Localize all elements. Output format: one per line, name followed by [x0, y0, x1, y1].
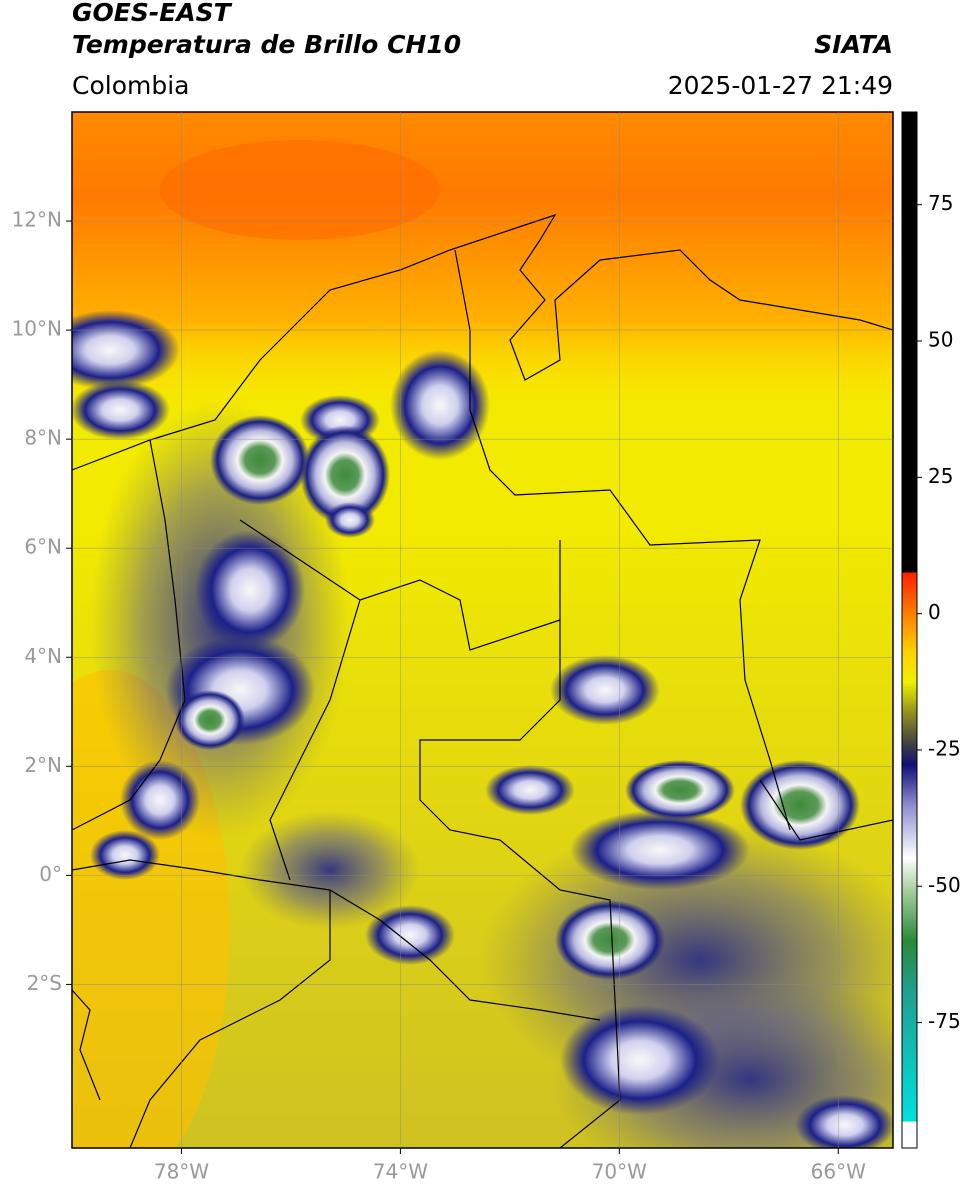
y-tick-label: 6°N — [24, 535, 62, 559]
y-tick-label: 4°N — [24, 644, 62, 668]
colorbar-tick-label: 25 — [928, 464, 953, 488]
colorbar-tick-label: 0 — [928, 600, 941, 624]
region: Colombia — [72, 71, 189, 100]
x-tick-label: 78°W — [154, 1160, 209, 1184]
y-tick-label: 12°N — [12, 208, 62, 232]
y-tick-label: 2°N — [24, 753, 62, 777]
satellite: GOES-EAST — [72, 0, 233, 27]
y-tick-label: 0° — [39, 862, 62, 886]
colorbar-tick-label: -75 — [928, 1009, 961, 1033]
colorbar-tick-label: -25 — [928, 736, 961, 760]
product: Temperatura de Brillo CH10 — [72, 30, 461, 59]
organization: SIATA — [814, 30, 893, 59]
x-tick-label: 70°W — [592, 1160, 647, 1184]
y-tick-label: 10°N — [12, 317, 62, 341]
map-frame — [71, 111, 894, 1149]
x-tick-label: 66°W — [811, 1160, 866, 1184]
x-tick-label: 74°W — [373, 1160, 428, 1184]
datetime: 2025-01-27 21:49 — [668, 71, 893, 100]
y-tick-label: 2°S — [27, 971, 62, 995]
y-tick-label: 8°N — [24, 426, 62, 450]
satellite-image — [72, 112, 893, 1148]
colorbar-tick-label: 75 — [928, 191, 953, 215]
colorbar-tick-label: -50 — [928, 873, 961, 897]
colorbar-tick-label: 50 — [928, 328, 953, 352]
colorbar — [901, 111, 918, 1149]
